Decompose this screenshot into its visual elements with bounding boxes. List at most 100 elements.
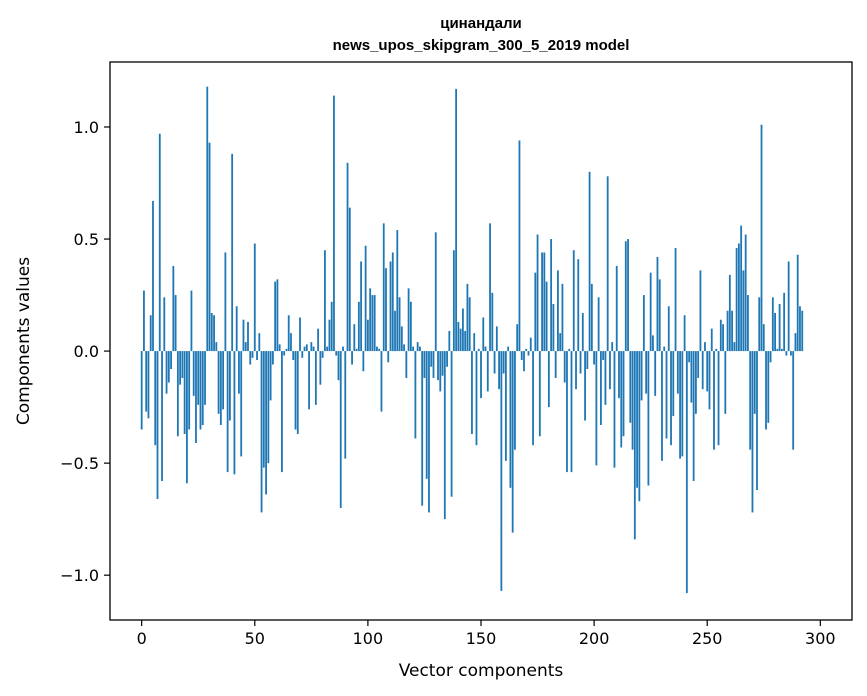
bar	[590, 283, 593, 352]
y-axis-label: Components values	[14, 257, 34, 425]
bar	[769, 351, 772, 363]
bar	[670, 351, 672, 446]
bar	[599, 351, 602, 426]
bar	[480, 351, 482, 399]
bar	[504, 351, 507, 461]
bar	[663, 346, 666, 352]
bar	[631, 351, 634, 450]
bar	[466, 283, 469, 352]
bar	[561, 283, 564, 352]
bar	[726, 310, 729, 352]
bar	[366, 319, 369, 352]
bar	[333, 95, 335, 352]
bar	[231, 153, 234, 352]
bar	[710, 328, 713, 352]
y-axis-ticks: −1.0 −0.5 0.0 0.5 1.0	[60, 118, 110, 585]
bar	[373, 295, 376, 352]
bar	[593, 351, 596, 365]
bar	[382, 223, 385, 352]
bar	[283, 351, 286, 356]
bar	[661, 351, 663, 461]
bar	[744, 234, 747, 352]
bar	[751, 351, 754, 513]
bar	[244, 342, 247, 352]
bar	[165, 351, 168, 394]
bar	[425, 351, 428, 479]
bar	[783, 292, 786, 352]
bar	[747, 295, 749, 352]
bar	[796, 254, 799, 352]
bar	[692, 351, 695, 482]
bar	[742, 270, 745, 352]
bar	[735, 248, 738, 352]
bar	[758, 297, 761, 352]
bar	[267, 351, 270, 464]
bar	[776, 348, 779, 352]
bar	[778, 304, 781, 352]
bar	[552, 304, 555, 352]
bar	[195, 351, 197, 443]
bar	[536, 234, 539, 352]
bar	[154, 351, 157, 446]
bar	[484, 346, 487, 352]
bar	[441, 351, 444, 376]
bar	[213, 315, 215, 352]
bar	[274, 281, 277, 352]
bar	[486, 351, 489, 392]
bar	[627, 239, 629, 352]
x-tick-label: 100	[353, 629, 384, 648]
bar	[780, 348, 783, 352]
bar	[321, 351, 324, 358]
bar	[604, 351, 607, 405]
bar	[575, 351, 577, 390]
bar	[586, 351, 589, 370]
bar	[731, 310, 734, 352]
bar	[502, 351, 505, 374]
bar	[201, 351, 204, 426]
bar	[672, 351, 675, 417]
bar	[615, 265, 618, 352]
bar	[353, 324, 356, 352]
bar	[296, 351, 299, 434]
bar	[695, 351, 697, 414]
bar	[477, 348, 480, 352]
bar	[647, 351, 650, 486]
bar	[287, 315, 290, 352]
bar	[685, 351, 688, 594]
bar	[771, 297, 774, 352]
bar	[407, 288, 410, 352]
bar	[140, 351, 143, 430]
bar	[511, 351, 514, 533]
bar	[145, 351, 148, 412]
bar	[584, 351, 586, 421]
bar	[235, 306, 238, 352]
bar	[158, 133, 161, 352]
bars-group	[140, 86, 804, 594]
bar	[206, 86, 209, 352]
y-tick-label: 1.0	[74, 118, 99, 137]
bar	[256, 351, 258, 361]
bar	[330, 301, 333, 352]
bar	[172, 265, 175, 352]
bar	[570, 351, 573, 473]
bar	[719, 319, 722, 352]
bar	[452, 250, 455, 352]
bar	[529, 337, 532, 352]
bar	[276, 279, 279, 352]
bar	[706, 351, 709, 392]
bar	[335, 351, 338, 356]
bar	[464, 330, 467, 352]
x-tick-label: 150	[466, 629, 497, 648]
x-tick-label: 300	[805, 629, 836, 648]
bar	[448, 330, 451, 352]
bar	[319, 351, 322, 385]
bar	[224, 252, 227, 352]
bar	[305, 344, 308, 352]
bar	[414, 351, 417, 439]
bar	[774, 312, 776, 352]
bar	[595, 351, 598, 466]
bar	[665, 351, 668, 439]
bar	[310, 342, 313, 352]
bar	[618, 351, 620, 399]
